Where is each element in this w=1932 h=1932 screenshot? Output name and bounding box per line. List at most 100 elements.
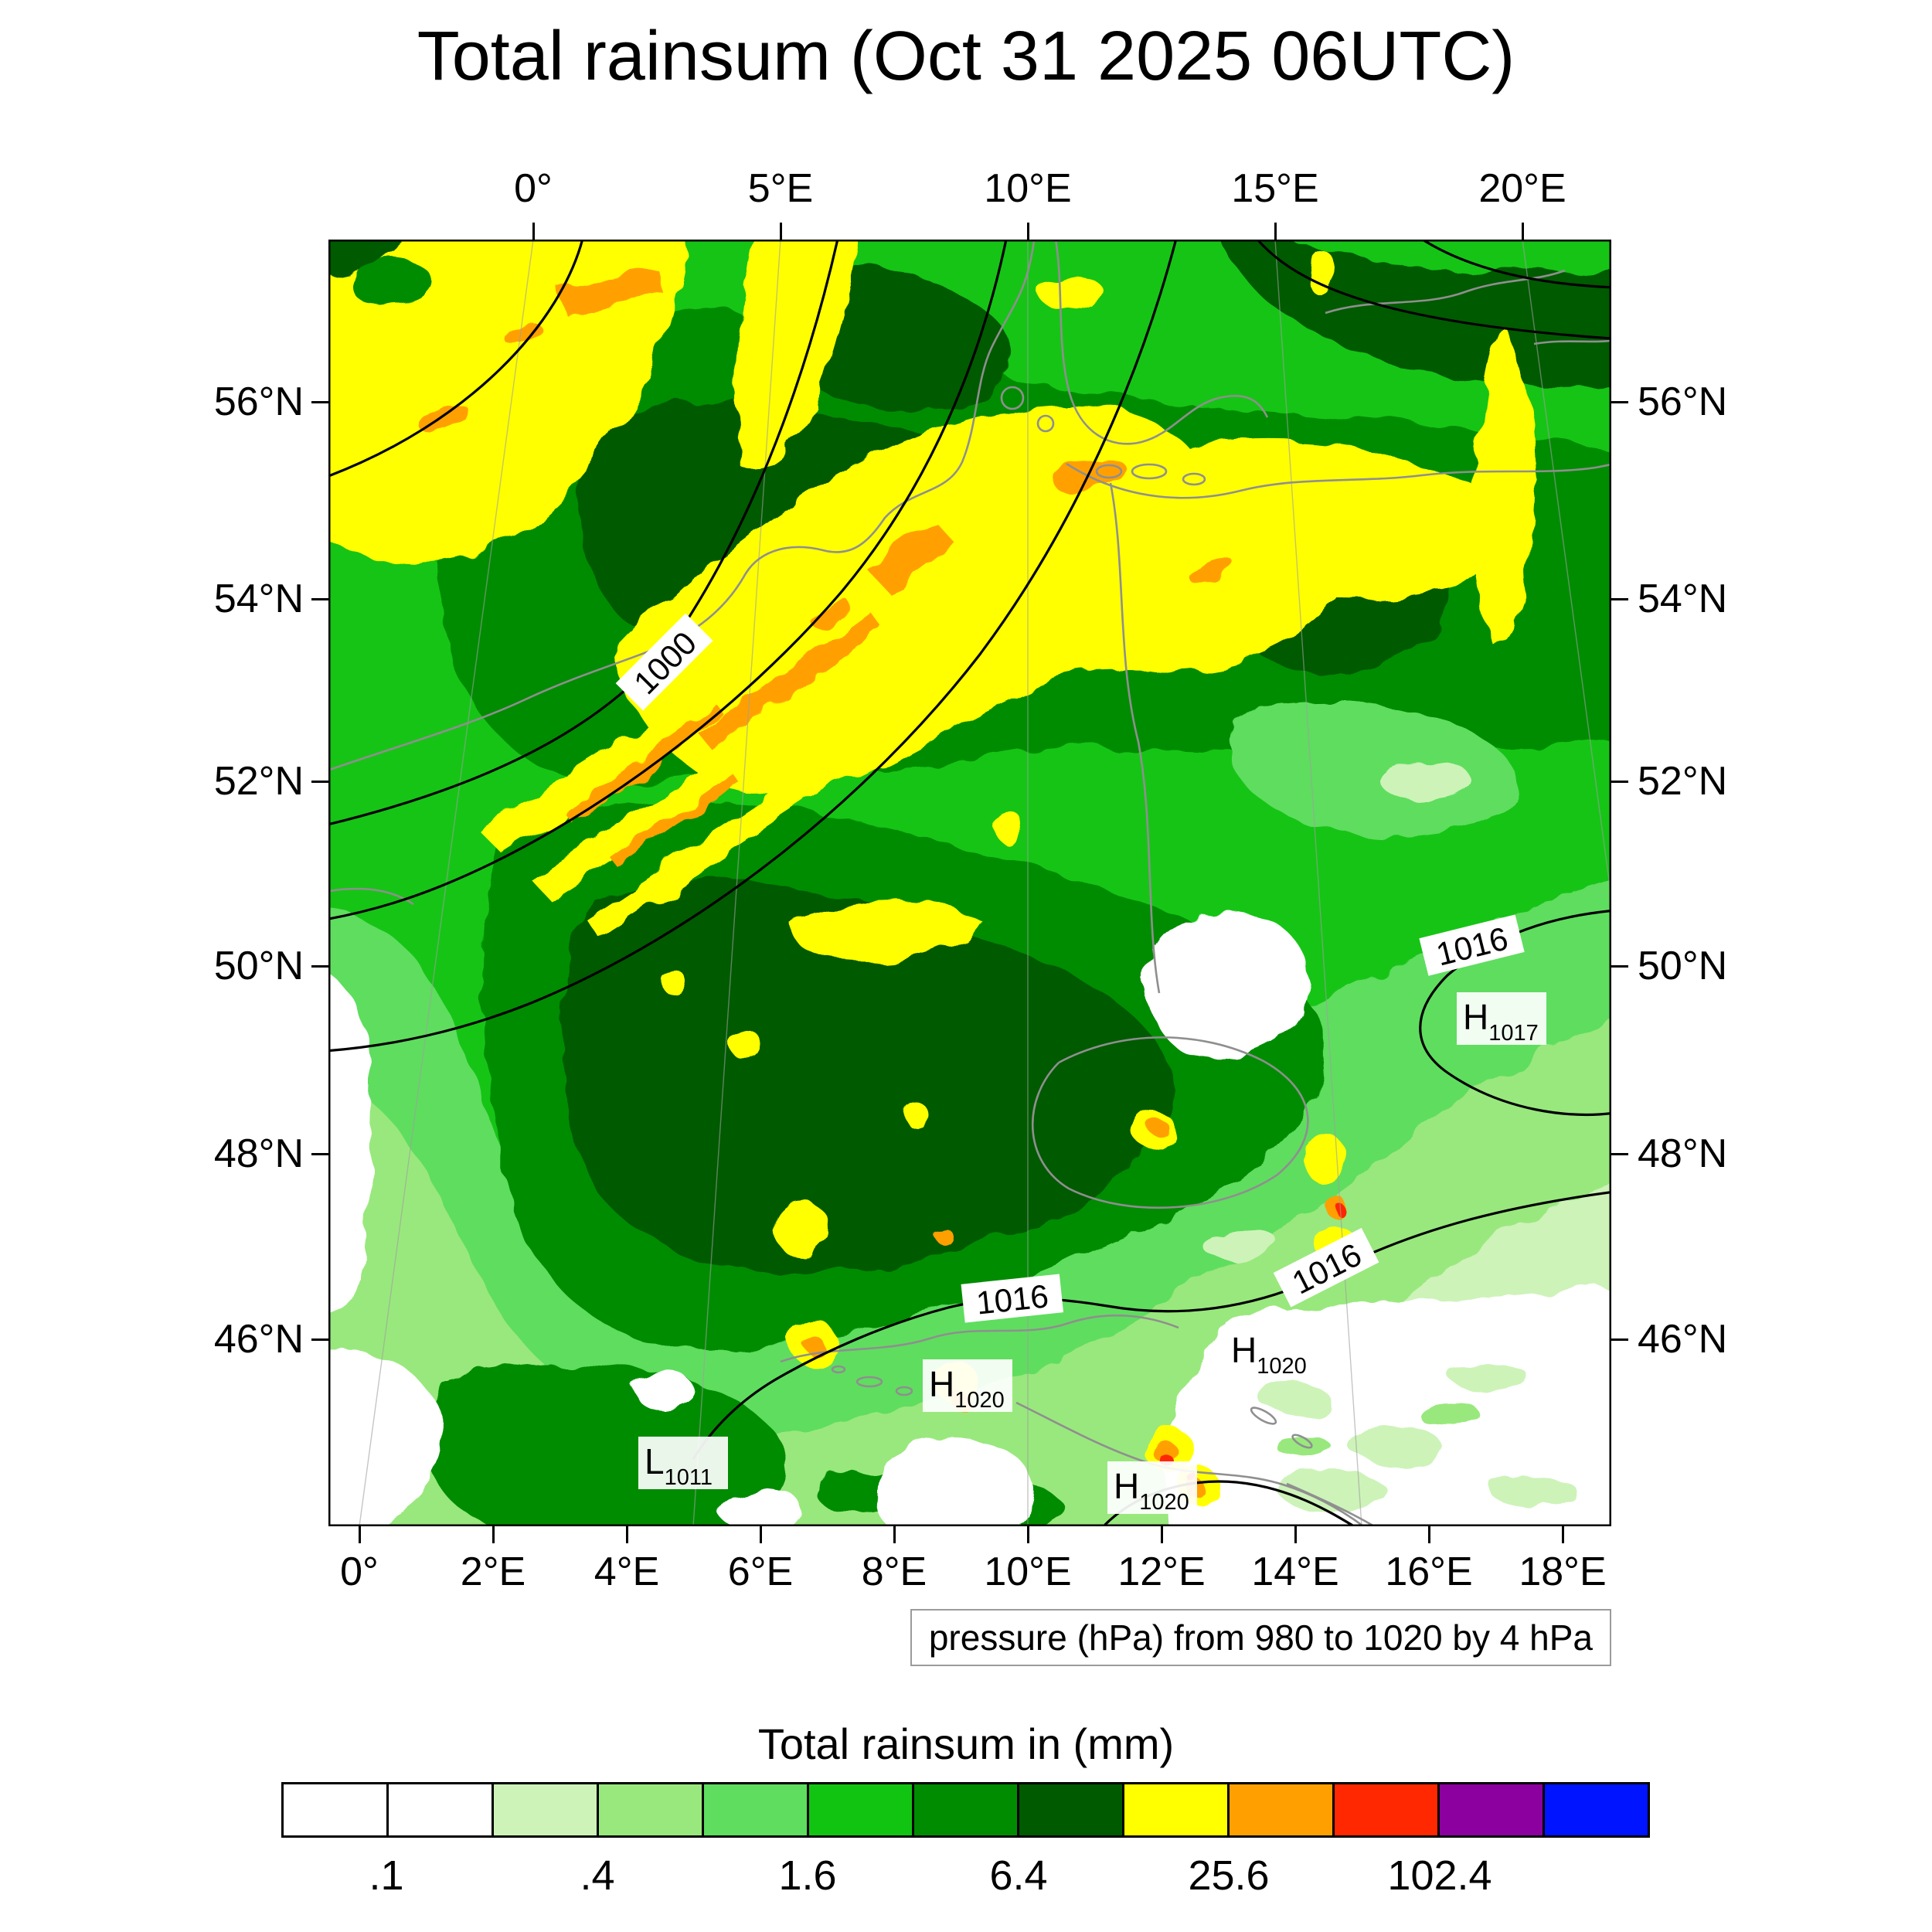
colorbar-cell [1440, 1784, 1545, 1835]
colorbar-cell [1545, 1784, 1648, 1835]
colorbar-cell [1230, 1784, 1335, 1835]
coastline-adriatic [1286, 1482, 1377, 1526]
axis-tick [1027, 223, 1029, 240]
left-axis-label: 52°N [213, 759, 304, 804]
axis-tick [311, 401, 328, 403]
axis-tick [311, 781, 328, 783]
axis-tick [1161, 1526, 1163, 1543]
axis-tick [1562, 1526, 1564, 1543]
isobar-1000 [328, 240, 839, 826]
colorbar-tick-label: .1 [369, 1852, 404, 1899]
colorbar-cell [914, 1784, 1019, 1835]
axis-tick [1611, 598, 1628, 600]
bottom-axis-label: 12°E [1117, 1549, 1206, 1594]
colorbar-cell [389, 1784, 494, 1835]
high-center-1020-bottom: H1020 [1107, 1461, 1197, 1515]
axis-tick [1611, 781, 1628, 783]
bottom-axis-label: 2°E [460, 1549, 526, 1594]
axis-tick [1428, 1526, 1430, 1543]
border-czechia [1031, 1036, 1309, 1209]
right-axis-label: 56°N [1638, 379, 1728, 424]
axis-tick [492, 1526, 495, 1543]
colorbar-tick-label: 25.6 [1188, 1852, 1270, 1899]
axis-tick [760, 1526, 762, 1543]
axis-tick [311, 1338, 328, 1341]
axis-tick [311, 965, 328, 968]
colorbar-cell [284, 1784, 389, 1835]
axis-tick [311, 598, 328, 600]
high-center-1020-center: H1020 [923, 1359, 1012, 1413]
left-axis-label: 50°N [213, 944, 304, 988]
svg-text:L1011: L1011 [645, 1441, 713, 1490]
colorbar-cell [704, 1784, 809, 1835]
map-frame [328, 240, 1611, 1526]
coastline-italy [1015, 1401, 1366, 1526]
axis-tick [1611, 401, 1628, 403]
axis-tick [1522, 223, 1524, 240]
colorbar-cell [809, 1784, 914, 1835]
border-alps [780, 1314, 1179, 1363]
right-axis-label: 50°N [1638, 944, 1728, 988]
colorbar-cell [494, 1784, 599, 1835]
isobar-1016-east [1419, 909, 1611, 1117]
map-canvas: 1000 1016 1016 1016 H1017 [328, 240, 1611, 1526]
pressure-center-markers: H1017 H1020 H1020 L1011 H1020 [638, 992, 1546, 1515]
svg-text:H1020: H1020 [1114, 1466, 1189, 1515]
svg-text:H1020: H1020 [929, 1364, 1005, 1413]
left-axis-label: 56°N [213, 379, 304, 424]
colorbar-tick-label: 6.4 [989, 1852, 1048, 1899]
low-center-1011: L1011 [638, 1437, 728, 1490]
isobar-label-1016-center: 1016 [975, 1277, 1050, 1321]
axis-tick [1611, 965, 1628, 968]
axis-tick [1611, 1338, 1628, 1341]
colorbar [281, 1782, 1650, 1838]
bottom-axis-label: 14°E [1251, 1549, 1339, 1594]
bottom-axis-label: 10°E [984, 1549, 1072, 1594]
bottom-axis-label: 4°E [594, 1549, 660, 1594]
colorbar-tick-label: 102.4 [1387, 1852, 1492, 1899]
isobar-996 [328, 240, 584, 478]
right-axis-label: 54°N [1638, 577, 1728, 621]
coastline-denmark [1054, 240, 1269, 445]
bottom-axis-label: 16°E [1385, 1549, 1473, 1594]
svg-text:H1017: H1017 [1463, 997, 1539, 1046]
intense-rain-orange [556, 269, 665, 314]
rain-vdark-central [563, 879, 1170, 1274]
coastline-north-sea [328, 240, 1036, 771]
map-plot: 1000 1016 1016 1016 H1017 [214, 166, 1727, 1594]
page-title: Total rainsum (Oct 31 2025 06UTC) [417, 18, 1515, 95]
axis-tick [893, 1526, 896, 1543]
isobar-1004 [328, 240, 1008, 920]
bottom-axis-label: 18°E [1519, 1549, 1607, 1594]
top-axis-label: 0° [514, 166, 553, 211]
axis-tick [626, 1526, 628, 1543]
left-axis-label: 46°N [213, 1317, 304, 1362]
right-axis-label: 46°N [1638, 1317, 1728, 1362]
precipitation-field [328, 240, 1611, 1526]
colorbar-tick-label: .4 [580, 1852, 615, 1899]
right-axis-label: 48°N [1638, 1131, 1728, 1176]
colorbar-cell [1335, 1784, 1440, 1835]
rain-east-band-light [1233, 697, 1518, 836]
legend-title: Total rainsum in (mm) [757, 1719, 1175, 1768]
colorbar-tick-label: 1.6 [778, 1852, 837, 1899]
bottom-axis-label: 6°E [727, 1549, 794, 1594]
top-axis-label: 5°E [747, 166, 814, 211]
svg-text:H1020: H1020 [1231, 1330, 1307, 1379]
left-axis-label: 48°N [213, 1131, 304, 1176]
axis-tick [1027, 1526, 1029, 1543]
isobar-1008 [328, 240, 1178, 1053]
coastline-baltic [1066, 462, 1611, 499]
high-center-1017: H1017 [1457, 992, 1546, 1046]
axis-tick [1611, 1153, 1628, 1155]
top-axis-label: 10°E [984, 166, 1072, 211]
bottom-axis-label: 0° [340, 1549, 379, 1594]
bottom-axis-label: 8°E [861, 1549, 927, 1594]
border-oder [1109, 482, 1161, 994]
colorbar-cell [599, 1784, 704, 1835]
heavy-rain-northwest [328, 240, 686, 566]
coastlines [328, 240, 1611, 1526]
axis-tick [1274, 223, 1277, 240]
axis-tick [532, 223, 535, 240]
axis-tick [311, 1153, 328, 1155]
